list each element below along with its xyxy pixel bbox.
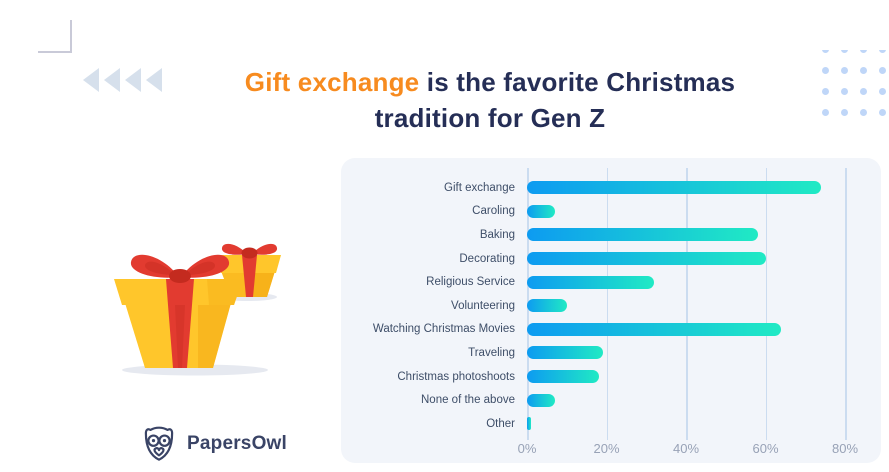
title-rest: is the favorite Christmas (419, 67, 736, 97)
chart-row: Religious Service (341, 270, 881, 294)
gridline (606, 168, 608, 440)
category-label: Caroling (472, 205, 515, 218)
chart-row: Decorating (341, 247, 881, 271)
gridline (686, 168, 688, 440)
chart-row: Volunteering (341, 294, 881, 318)
category-label: Baking (479, 228, 515, 241)
chart-row: Christmas photoshoots (341, 365, 881, 389)
bar-track (527, 417, 881, 431)
dot (860, 88, 867, 95)
x-tick-label: 20% (593, 441, 620, 456)
chart-row: Gift exchange (341, 176, 881, 200)
title-highlight: Gift exchange (244, 67, 420, 97)
chevron-left-icon (104, 68, 120, 92)
dot (822, 50, 829, 53)
dot (822, 67, 829, 74)
bar-track (527, 299, 881, 313)
dot (841, 88, 848, 95)
corner-bracket-decoration (38, 20, 72, 53)
dots-grid-decoration (822, 50, 889, 120)
bar-track (527, 393, 881, 407)
category-label: Religious Service (426, 276, 515, 289)
bar-track (527, 275, 881, 289)
x-tick-label: 0% (517, 441, 537, 456)
dot (860, 109, 867, 116)
dot (841, 67, 848, 74)
dot (879, 88, 886, 95)
bar-track (527, 181, 881, 195)
value-bar (527, 322, 782, 336)
x-tick-label: 60% (752, 441, 779, 456)
gift-boxes-illustration (114, 243, 281, 376)
dot (860, 50, 867, 53)
value-bar (527, 275, 655, 289)
category-label: Decorating (459, 252, 515, 265)
value-bar (527, 252, 766, 266)
gridline (845, 168, 847, 440)
value-bar (527, 417, 531, 431)
chart-row: Baking (341, 223, 881, 247)
value-bar (527, 181, 822, 195)
dot (860, 67, 867, 74)
category-label: Volunteering (451, 299, 515, 312)
title-line2: tradition for Gen Z (374, 103, 606, 133)
front-gift-box (114, 254, 243, 368)
chart-row: Other (341, 412, 881, 436)
page-title: Gift exchange is the favorite Christmas … (130, 64, 850, 136)
value-bar (527, 228, 758, 242)
category-label: Gift exchange (444, 181, 515, 194)
value-bar (527, 393, 555, 407)
bar-track (527, 346, 881, 360)
value-bar (527, 204, 555, 218)
chart-row: Caroling (341, 200, 881, 224)
value-bar (527, 299, 567, 313)
dot (822, 88, 829, 95)
bar-track (527, 228, 881, 242)
dot (879, 109, 886, 116)
x-tick-label: 40% (672, 441, 700, 456)
category-label: Watching Christmas Movies (372, 323, 515, 336)
brand-name: PapersOwl (187, 433, 288, 454)
chevrons-decoration (83, 68, 162, 92)
dot (841, 109, 848, 116)
chevron-left-icon (83, 68, 99, 92)
bar-track (527, 370, 881, 384)
owl-icon (144, 426, 174, 461)
chevron-left-icon (146, 68, 162, 92)
value-bar (527, 370, 599, 384)
bar-track (527, 322, 881, 336)
dot (879, 50, 886, 53)
gridline (765, 168, 767, 440)
dot (822, 109, 829, 116)
category-label: None of the above (421, 394, 515, 407)
value-bar (527, 346, 603, 360)
chevron-left-icon (125, 68, 141, 92)
chart-row: Watching Christmas Movies (341, 318, 881, 342)
dot (879, 67, 886, 74)
chart-row: Traveling (341, 341, 881, 365)
bar-track (527, 252, 881, 266)
category-label: Traveling (468, 346, 515, 359)
bar-track (527, 204, 881, 218)
category-label: Christmas photoshoots (397, 370, 515, 383)
chart-panel: Gift exchange Caroling Baking Decorating Rel… (341, 158, 881, 463)
category-label: Other (486, 417, 515, 430)
chart-row: None of the above (341, 388, 881, 412)
papersowl-logo[interactable]: PapersOwl (140, 424, 287, 464)
chart-rows: Gift exchange Caroling Baking Decorating Rel… (341, 176, 881, 436)
dot (841, 50, 848, 53)
x-tick-label: 80% (831, 441, 859, 456)
